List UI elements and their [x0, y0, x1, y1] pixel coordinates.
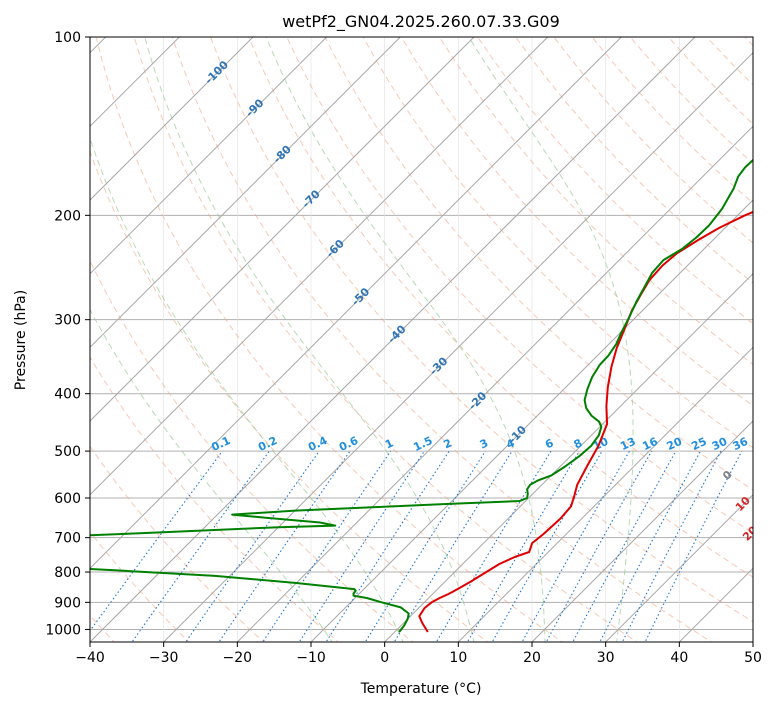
isotherm-line — [531, 420, 753, 642]
dry-adiabat — [438, 37, 753, 366]
y-tick-label: 900 — [54, 595, 81, 611]
dry-adiabat — [133, 37, 638, 642]
moist-adiabat — [144, 37, 475, 642]
mixing-ratio-line — [298, 450, 425, 642]
x-tick-label: 30 — [597, 650, 615, 666]
dry-adiabat — [248, 37, 753, 578]
plot-background — [90, 37, 753, 642]
mixing-ratio-line — [364, 450, 486, 642]
y-tick-label: 1000 — [45, 622, 81, 638]
isotherm-line — [384, 272, 753, 642]
mixing-ratio-line — [218, 450, 351, 642]
y-axis-label: Pressure (hPa) — [13, 290, 29, 390]
mixing-ratio-label: 30 — [710, 435, 730, 453]
y-tick-label: 400 — [54, 387, 81, 403]
temperature-profile-line — [418, 210, 753, 633]
y-tick-label: 800 — [54, 565, 81, 581]
mixing-ratio-label: 16 — [640, 435, 660, 453]
dry-adiabat — [90, 259, 414, 642]
moist-adiabat — [265, 37, 546, 642]
dry-adiabat — [90, 445, 265, 642]
mixing-ratio-line — [90, 450, 223, 632]
x-axis-ticks: −40 −30 −20 −10 0 10 20 30 40 50 — [75, 642, 762, 666]
mixing-ratio-label: 36 — [731, 435, 751, 453]
isotherm-line — [90, 37, 401, 349]
x-tick-label: 20 — [523, 650, 541, 666]
dry-adiabat — [210, 37, 753, 623]
chart-title: wetPf2_GN04.2025.260.07.33.G09 — [282, 12, 560, 32]
dry-adiabat — [400, 37, 753, 407]
isotherm-line — [90, 37, 549, 496]
isotherm-line — [310, 199, 753, 642]
mixing-ratio-line — [572, 450, 677, 642]
dry-adiabat — [95, 37, 564, 642]
mixing-ratio-line — [466, 450, 580, 642]
x-tick-label: −20 — [223, 650, 253, 666]
x-tick-label: −30 — [149, 650, 179, 666]
plot-frame — [89, 36, 754, 643]
temperature-gridlines — [90, 37, 753, 642]
isotherm-line — [236, 125, 753, 642]
mixing-ratio-line — [393, 450, 513, 642]
isotherm-line — [163, 51, 753, 642]
sounding-profiles — [90, 158, 753, 633]
isotherm-line — [90, 37, 622, 570]
x-tick-label: −40 — [75, 650, 105, 666]
dry-adiabat — [362, 37, 753, 449]
y-tick-label: 600 — [54, 491, 81, 507]
y-tick-label: 700 — [54, 531, 81, 547]
dry-adiabat — [90, 356, 339, 642]
isotherm-line — [90, 37, 696, 642]
x-tick-label: 10 — [449, 650, 467, 666]
dewpoint-profile-line — [90, 158, 753, 633]
skewed-isotherms — [90, 37, 753, 642]
x-tick-label: −10 — [296, 650, 326, 666]
x-tick-label: 0 — [380, 650, 389, 666]
isotherm-line — [90, 37, 475, 422]
mixing-ratio-line — [621, 450, 722, 642]
y-tick-label: 100 — [54, 30, 81, 46]
mixing-ratio-line — [185, 450, 320, 642]
moist-adiabat — [90, 308, 333, 642]
y-tick-label: 200 — [54, 208, 81, 224]
x-tick-label: 40 — [670, 650, 688, 666]
mixing-ratio-line — [131, 450, 270, 642]
y-tick-label: 500 — [54, 444, 81, 460]
mixing-ratio-line — [262, 450, 392, 642]
moist-adiabat — [468, 37, 634, 642]
dry-adiabat — [477, 37, 753, 325]
y-tick-label: 300 — [54, 313, 81, 329]
mixing-ratio-line — [599, 450, 701, 642]
pressure-gridlines — [90, 37, 753, 630]
isotherm-line — [457, 346, 753, 642]
mixing-ratio-label: 13 — [618, 435, 637, 453]
dry-adiabat — [324, 37, 753, 491]
isotherm-line — [605, 493, 753, 642]
x-tick-label: 50 — [744, 650, 762, 666]
mixing-ratio-label: 20 — [665, 435, 685, 453]
isotherm-line — [90, 37, 328, 275]
x-axis-label: Temperature (°C) — [360, 681, 482, 697]
isotherm-line — [90, 37, 254, 201]
y-axis-ticks: 1000 900 800 700 600 500 400 300 200 100 — [45, 30, 90, 638]
mixing-ratio-line — [325, 450, 450, 642]
mixing-ratio-label: 25 — [689, 435, 708, 453]
dry-adiabat — [286, 37, 753, 534]
mixing-ratio-lines — [90, 450, 743, 642]
